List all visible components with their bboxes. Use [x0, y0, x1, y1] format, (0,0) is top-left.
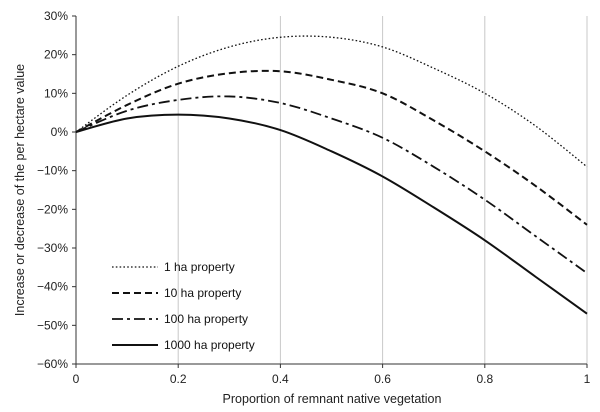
y-tick-label: −20%: [37, 202, 68, 216]
legend-label: 100 ha property: [164, 312, 248, 326]
y-tick-label: −50%: [37, 318, 68, 332]
y-tick-label: −40%: [37, 280, 68, 294]
x-tick-labels: 0 0.2 0.4 0.6 0.8 1: [73, 372, 591, 386]
y-tick-label: 10%: [44, 86, 68, 100]
x-tick-label: 0: [73, 372, 80, 386]
x-tick-label: 0.4: [272, 372, 289, 386]
x-tick-label: 0.2: [170, 372, 187, 386]
y-tick-labels: 30% 20% 10% 0% −10% −20% −30% −40% −50% −60%: [37, 9, 68, 371]
legend: 1 ha property 10 ha property 100 ha proper…: [112, 260, 255, 352]
x-axis-title: Proportion of remnant native vegetation: [223, 392, 442, 406]
series-line-100-ha-property: [75, 95, 588, 274]
series-lines: [75, 35, 588, 315]
y-tick-label: 30%: [44, 9, 68, 23]
series-line-1-ha-property: [75, 35, 588, 168]
legend-label: 1 ha property: [164, 260, 235, 274]
x-tick-label: 0.6: [374, 372, 391, 386]
y-tick-label: −60%: [37, 357, 68, 371]
y-tick-label: 20%: [44, 48, 68, 62]
axes: [72, 15, 588, 368]
series-line-1000-ha-property: [75, 113, 588, 315]
series-line-10-ha-property: [75, 69, 588, 226]
grid-lines: [177, 16, 588, 364]
y-tick-label: −10%: [37, 164, 68, 178]
legend-label: 1000 ha property: [164, 338, 255, 352]
y-tick-label: −30%: [37, 241, 68, 255]
x-tick-label: 1: [584, 372, 591, 386]
y-tick-label: 0%: [51, 125, 69, 139]
legend-label: 10 ha property: [164, 286, 241, 300]
y-axis-title: Increase or decrease of the per hectare …: [13, 64, 27, 316]
x-tick-label: 0.8: [476, 372, 493, 386]
